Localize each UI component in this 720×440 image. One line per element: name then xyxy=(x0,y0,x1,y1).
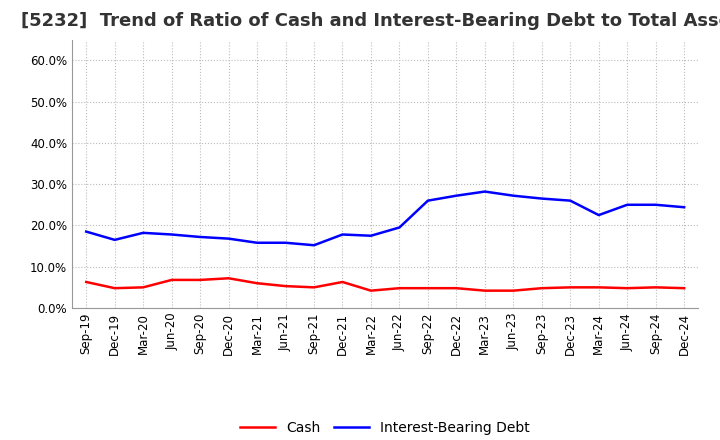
Interest-Bearing Debt xyxy=(452,193,461,198)
Interest-Bearing Debt xyxy=(480,189,489,194)
Cash xyxy=(338,279,347,285)
Interest-Bearing Debt xyxy=(680,205,688,210)
Cash xyxy=(196,277,204,282)
Legend: Cash, Interest-Bearing Debt: Cash, Interest-Bearing Debt xyxy=(235,415,536,440)
Interest-Bearing Debt xyxy=(338,232,347,237)
Interest-Bearing Debt xyxy=(310,242,318,248)
Line: Interest-Bearing Debt: Interest-Bearing Debt xyxy=(86,191,684,245)
Cash xyxy=(452,286,461,291)
Cash xyxy=(652,285,660,290)
Interest-Bearing Debt xyxy=(366,233,375,238)
Interest-Bearing Debt xyxy=(537,196,546,201)
Cash xyxy=(110,286,119,291)
Cash xyxy=(537,286,546,291)
Cash xyxy=(366,288,375,293)
Cash xyxy=(680,286,688,291)
Interest-Bearing Debt xyxy=(566,198,575,203)
Cash xyxy=(566,285,575,290)
Interest-Bearing Debt xyxy=(395,225,404,230)
Interest-Bearing Debt xyxy=(139,230,148,235)
Interest-Bearing Debt xyxy=(652,202,660,207)
Cash xyxy=(623,286,631,291)
Cash xyxy=(509,288,518,293)
Cash xyxy=(167,277,176,282)
Interest-Bearing Debt xyxy=(623,202,631,207)
Title: [5232]  Trend of Ratio of Cash and Interest-Bearing Debt to Total Assets: [5232] Trend of Ratio of Cash and Intere… xyxy=(21,12,720,30)
Interest-Bearing Debt xyxy=(225,236,233,241)
Line: Cash: Cash xyxy=(86,278,684,291)
Cash xyxy=(423,286,432,291)
Cash xyxy=(225,275,233,281)
Cash xyxy=(395,286,404,291)
Cash xyxy=(595,285,603,290)
Interest-Bearing Debt xyxy=(253,240,261,246)
Interest-Bearing Debt xyxy=(110,237,119,242)
Cash xyxy=(139,285,148,290)
Interest-Bearing Debt xyxy=(423,198,432,203)
Interest-Bearing Debt xyxy=(82,229,91,234)
Interest-Bearing Debt xyxy=(282,240,290,246)
Interest-Bearing Debt xyxy=(509,193,518,198)
Cash xyxy=(82,279,91,285)
Cash xyxy=(253,281,261,286)
Interest-Bearing Debt xyxy=(595,213,603,218)
Interest-Bearing Debt xyxy=(196,235,204,240)
Interest-Bearing Debt xyxy=(167,232,176,237)
Cash xyxy=(480,288,489,293)
Cash xyxy=(282,283,290,289)
Cash xyxy=(310,285,318,290)
